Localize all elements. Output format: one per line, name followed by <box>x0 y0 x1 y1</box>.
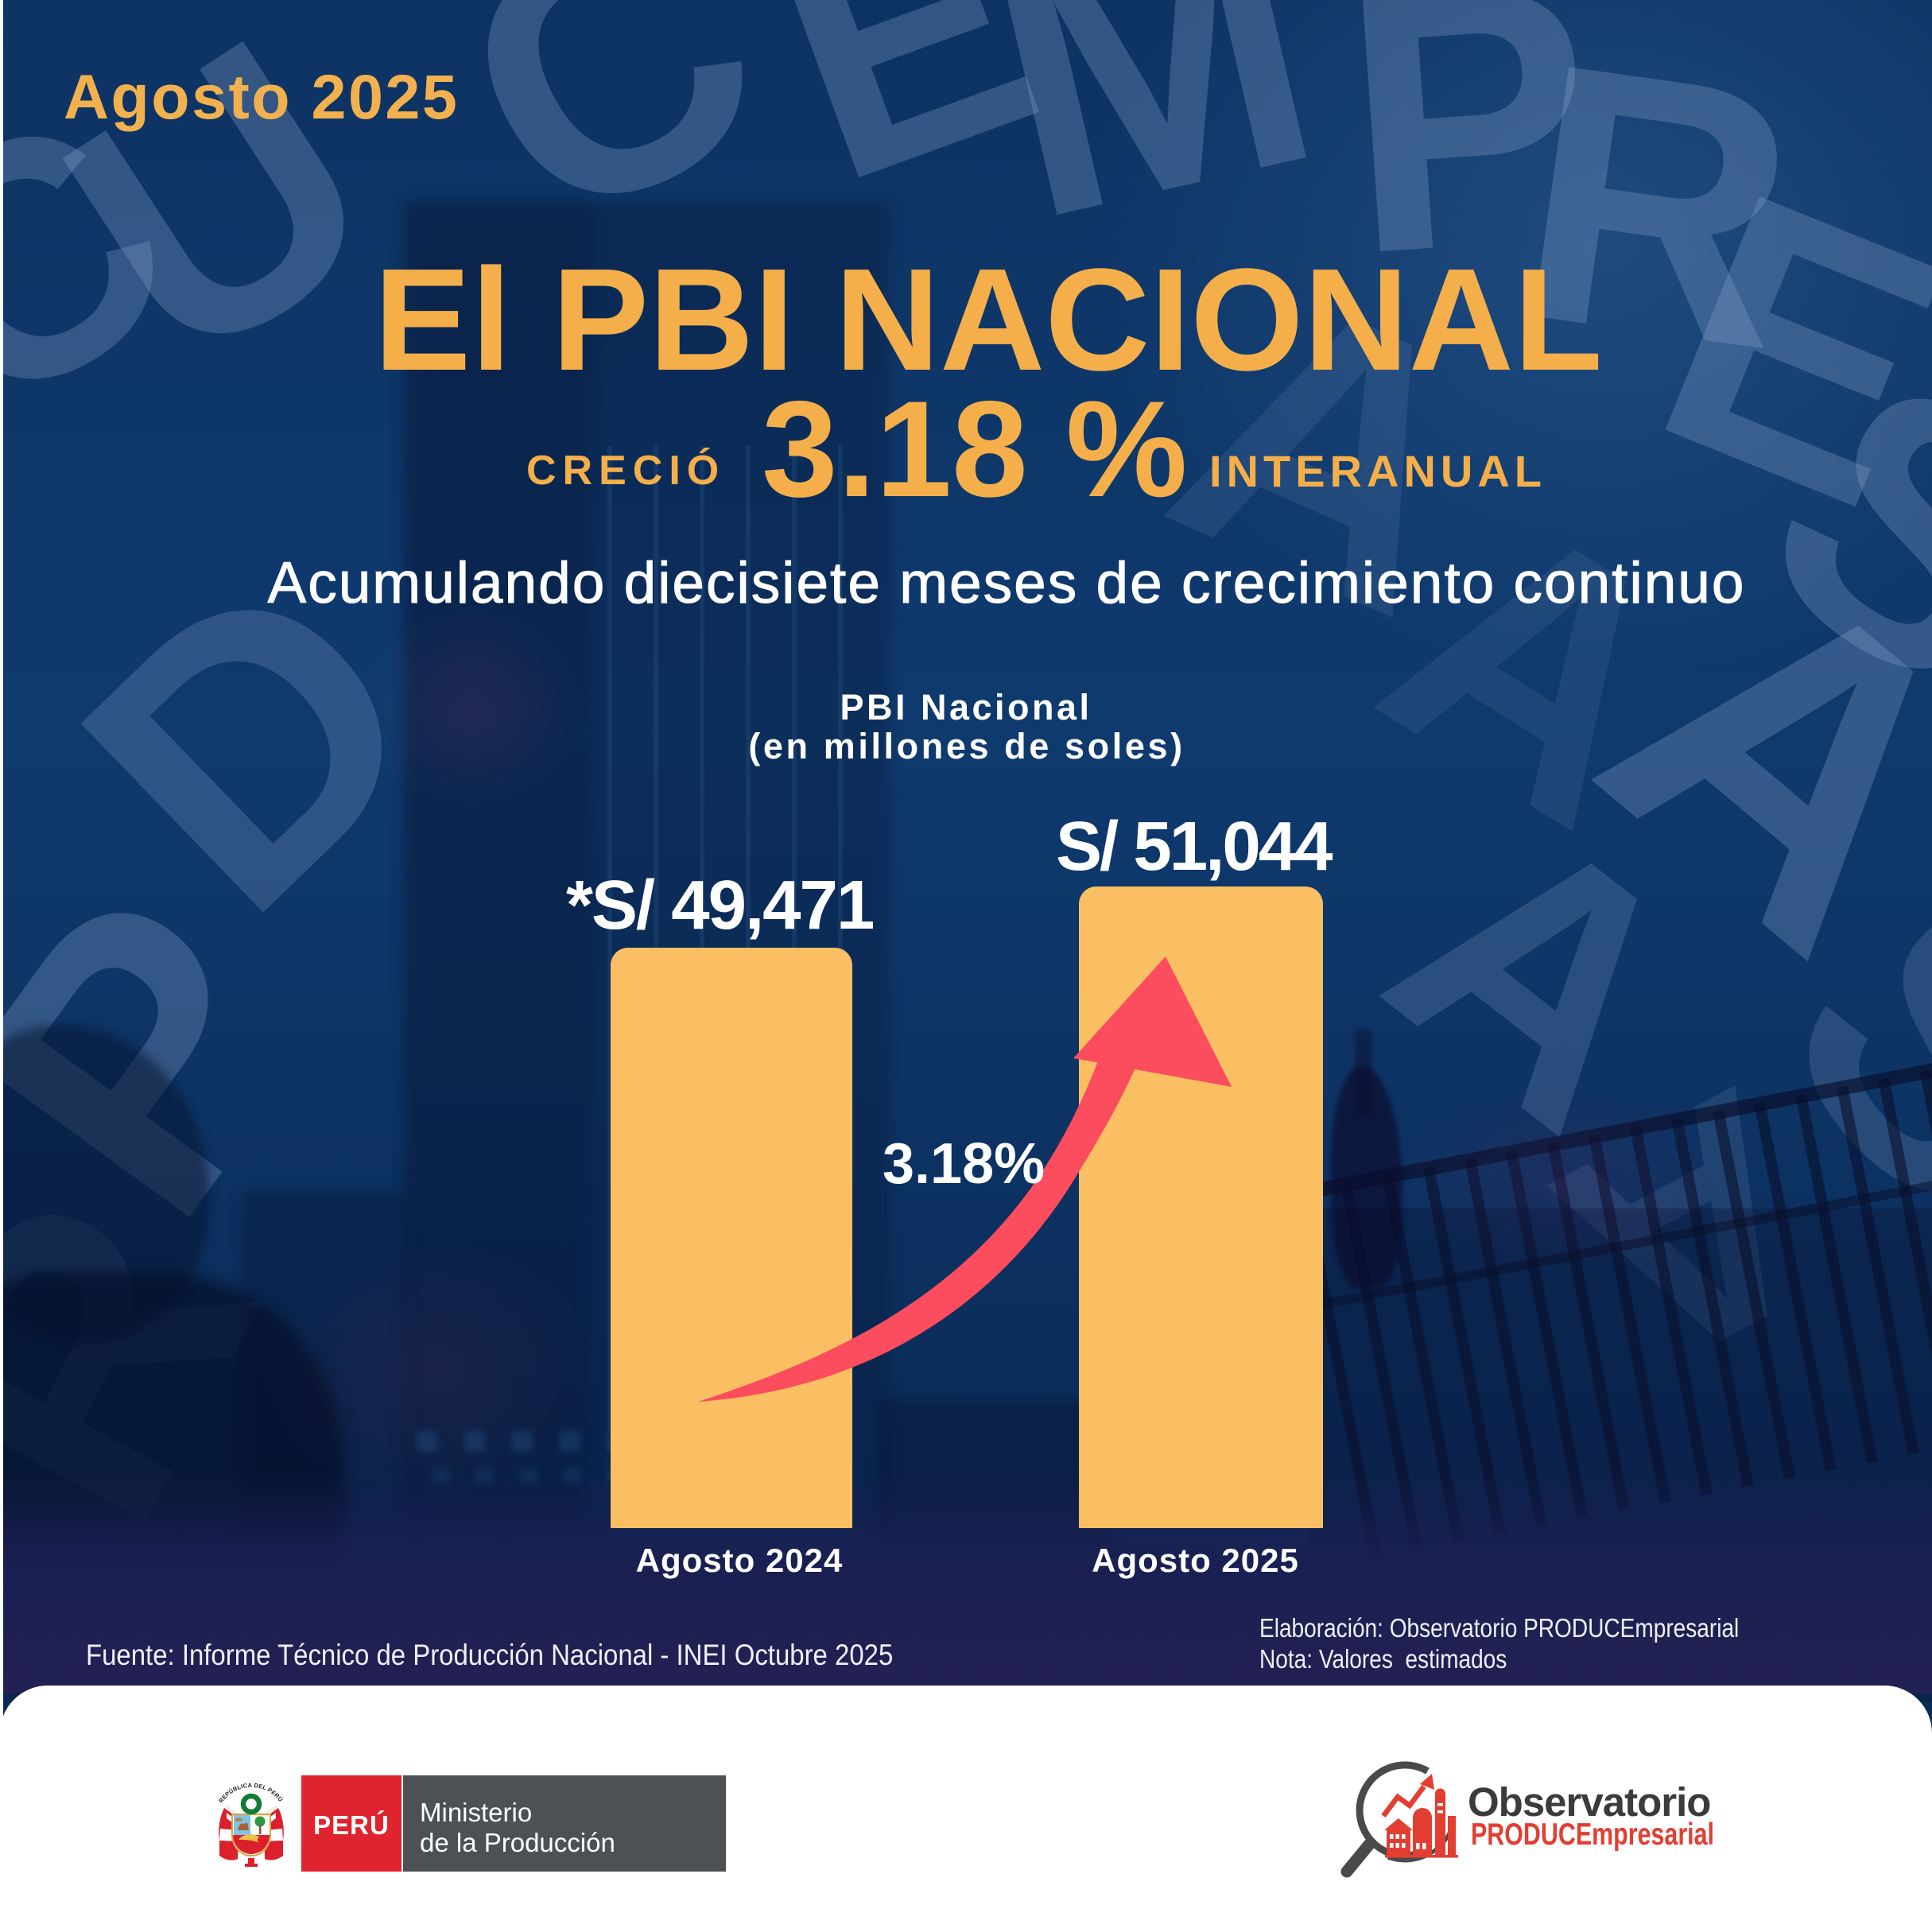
svg-text:REPÚBLICA DEL PERÚ: REPÚBLICA DEL PERÚ <box>217 1782 284 1804</box>
